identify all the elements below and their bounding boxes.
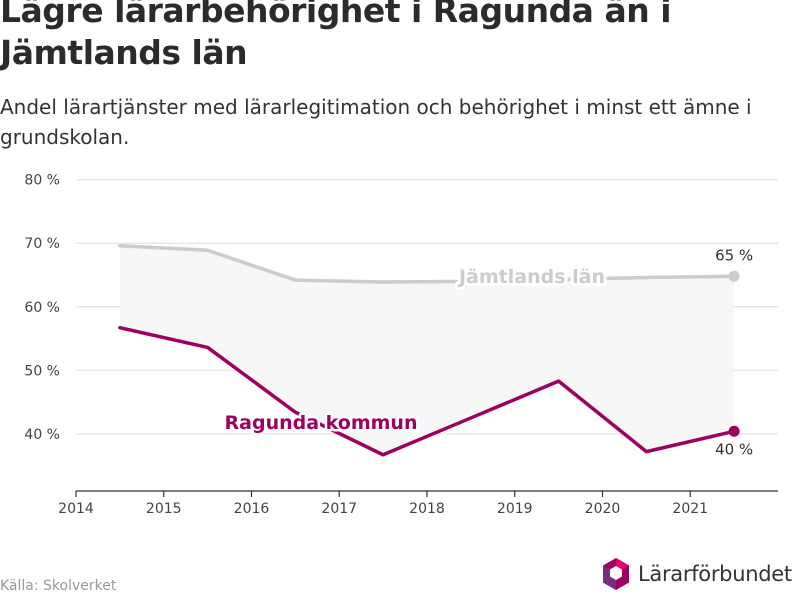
series-line-ragunda: [118, 325, 736, 457]
source-note: Källa: Skolverket: [0, 578, 117, 594]
y-tick-label: 50 %: [24, 363, 60, 379]
y-axis-labels: 40 % 50 % 60 % 70 % 80 %: [24, 173, 60, 443]
series-label-jamtland: Jämtlands län: [457, 266, 605, 288]
x-tick-label: 2014: [58, 501, 94, 517]
series-endpoint-jamtland: [728, 270, 740, 282]
x-tick-label: 2018: [409, 501, 445, 517]
x-tick-label: 2016: [234, 501, 270, 517]
series-line-jamtland: [118, 244, 736, 284]
chart-title: Lägre lärarbehörighet i Ragunda än i Jäm…: [0, 0, 672, 72]
y-tick-label: 80 %: [24, 173, 60, 189]
y-tick-label: 60 %: [24, 300, 60, 316]
x-tick-label: 2015: [146, 501, 182, 517]
lararforbundet-logo-icon: [603, 558, 629, 590]
chart-subtitle: Andel lärartjänster med lärarlegitimatio…: [0, 95, 752, 149]
x-tick-label: 2019: [497, 501, 533, 517]
series-lines: [118, 244, 740, 457]
end-value-label-jamtland: 65 %: [715, 246, 753, 264]
x-tick-label: 2020: [585, 501, 621, 517]
end-value-label-ragunda: 40 %: [715, 440, 753, 458]
x-tick-label: 2017: [321, 501, 357, 517]
series-labels: Jämtlands län Ragunda kommun 65 % 40 %: [222, 246, 753, 458]
brand-logo: Lärarförbundet: [601, 557, 792, 591]
series-endpoint-ragunda: [728, 425, 740, 437]
y-tick-label: 40 %: [24, 427, 60, 443]
x-axis: 2014 2015 2016 2017 2018 2019 2020 2021: [58, 490, 778, 517]
x-tick-label: 2021: [672, 501, 708, 517]
band-between-series: [119, 245, 735, 455]
series-label-ragunda: Ragunda kommun: [225, 412, 418, 434]
logo-text: Lärarförbundet: [638, 562, 792, 586]
y-tick-label: 70 %: [24, 236, 60, 252]
